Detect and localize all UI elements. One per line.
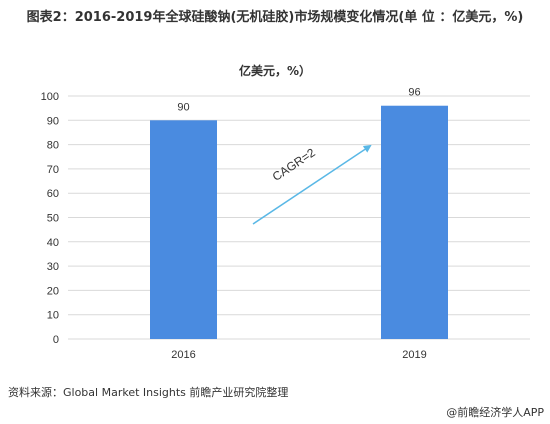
chart-subtitle: 亿美元，%） <box>238 64 312 78</box>
bar-2016 <box>150 120 217 339</box>
source-note: 资料来源：Global Market Insights 前瞻产业研究院整理 <box>8 386 289 399</box>
cagr-label: CAGR=2 <box>270 145 318 184</box>
bar-2019 <box>381 105 448 339</box>
y-tick-label: 90 <box>47 115 59 127</box>
y-axis-ticks: 0 10 20 30 40 50 60 70 80 90 100 <box>41 91 59 346</box>
y-tick-label: 70 <box>47 164 59 176</box>
y-tick-label: 100 <box>41 91 59 103</box>
y-tick-label: 10 <box>47 310 59 322</box>
y-tick-label: 20 <box>47 285 59 297</box>
chart-title: 图表2：2016-2019年全球硅酸钠(无机硅胶)市场规模变化情况(单 位 ：亿… <box>26 10 524 25</box>
bars <box>150 105 448 339</box>
y-tick-label: 50 <box>47 213 59 225</box>
cagr-arrow <box>252 144 372 225</box>
data-labels: 90 96 <box>177 87 420 114</box>
y-tick-label: 60 <box>47 188 59 200</box>
x-tick-label: 2019 <box>402 349 426 361</box>
y-tick-label: 0 <box>53 334 59 346</box>
data-label-2016: 90 <box>177 101 189 113</box>
x-tick-label: 2016 <box>171 349 195 361</box>
cagr-annotation: CAGR=2 <box>252 144 372 225</box>
app-credit: @前瞻经济学人APP <box>446 406 544 419</box>
x-axis-ticks: 2016 2019 <box>171 349 426 361</box>
y-tick-label: 80 <box>47 140 59 152</box>
data-label-2019: 96 <box>408 87 420 99</box>
y-tick-label: 30 <box>47 261 59 273</box>
y-tick-label: 40 <box>47 237 59 249</box>
gridlines <box>68 95 530 340</box>
